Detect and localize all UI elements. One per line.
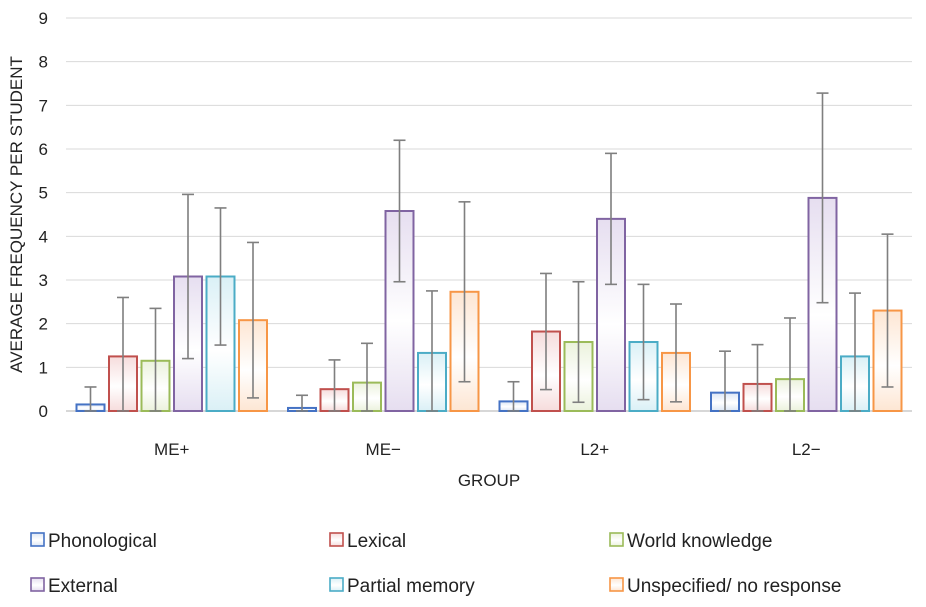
- error-bar: [182, 193, 194, 360]
- y-tick-label: 2: [39, 315, 48, 334]
- error-bar: [214, 207, 227, 346]
- y-tick-label: 8: [39, 53, 48, 72]
- legend: Phonological Lexical World knowledge Extern…: [30, 531, 841, 597]
- x-tick-label: L2+: [580, 440, 609, 459]
- error-bars: [84, 92, 894, 412]
- error-bar: [849, 292, 861, 412]
- legend-swatch: [609, 577, 624, 592]
- legend-item-external: External: [30, 576, 118, 597]
- legend-swatch: [609, 532, 624, 547]
- error-bar: [117, 296, 129, 412]
- legend-label: Unspecified/ no response: [627, 576, 841, 597]
- error-bar: [784, 317, 796, 412]
- error-bar: [84, 386, 97, 412]
- legend-item-world-knowledge: World knowledge: [609, 531, 772, 552]
- legend-label: World knowledge: [627, 531, 772, 552]
- error-bar: [540, 272, 552, 391]
- error-bar: [670, 303, 682, 403]
- error-bar: [247, 241, 259, 399]
- error-bar: [296, 394, 308, 412]
- error-bar: [751, 343, 764, 412]
- error-bar: [426, 290, 438, 412]
- error-bar: [361, 342, 373, 412]
- x-tick-label: L2−: [792, 440, 821, 459]
- error-bar: [816, 92, 829, 304]
- legend-item-phonological: Phonological: [30, 531, 157, 552]
- error-bar: [881, 233, 894, 388]
- bar-external-l2-minus: [807, 196, 838, 412]
- y-tick-label: 6: [39, 140, 48, 159]
- legend-swatch: [30, 577, 45, 592]
- legend-item-lexical: Lexical: [329, 531, 406, 552]
- x-axis-title: GROUP: [458, 471, 520, 490]
- legend-item-partial-memory: Partial memory: [329, 576, 475, 597]
- y-tick-label: 1: [39, 358, 48, 377]
- legend-label: Phonological: [48, 531, 157, 552]
- error-bar: [149, 307, 162, 412]
- y-tick-label: 5: [39, 184, 48, 203]
- y-tick-label: 4: [39, 227, 48, 246]
- y-tick-label: 0: [39, 402, 48, 421]
- y-tick-label: 9: [39, 9, 48, 28]
- y-tick-label: 3: [39, 271, 48, 290]
- legend-label: Lexical: [347, 531, 406, 552]
- y-tick-labels: 0 1 2 3 4 5 6 7 8 9: [39, 9, 48, 421]
- error-bar: [572, 280, 585, 404]
- legend-item-unspecified-no-response: Unspecified/ no response: [609, 576, 841, 597]
- error-bar: [328, 359, 341, 412]
- error-bar: [637, 283, 650, 401]
- x-tick-label: ME+: [154, 440, 190, 459]
- legend-label: Partial memory: [347, 576, 475, 597]
- y-axis-title: AVERAGE FREQUENCY PER STUDENT: [7, 56, 26, 373]
- legend-swatch: [30, 532, 45, 547]
- error-bar: [507, 380, 520, 412]
- x-tick-labels: ME+ ME− L2+ L2−: [154, 440, 821, 459]
- y-tick-label: 7: [39, 96, 48, 115]
- error-bar: [393, 139, 406, 283]
- error-bar: [458, 201, 471, 383]
- x-tick-label: ME−: [366, 440, 402, 459]
- legend-label: External: [48, 576, 118, 597]
- bars: [75, 196, 903, 413]
- error-bar: [719, 350, 731, 412]
- legend-swatch: [329, 532, 344, 547]
- legend-swatch: [329, 577, 344, 592]
- error-bar: [605, 152, 617, 286]
